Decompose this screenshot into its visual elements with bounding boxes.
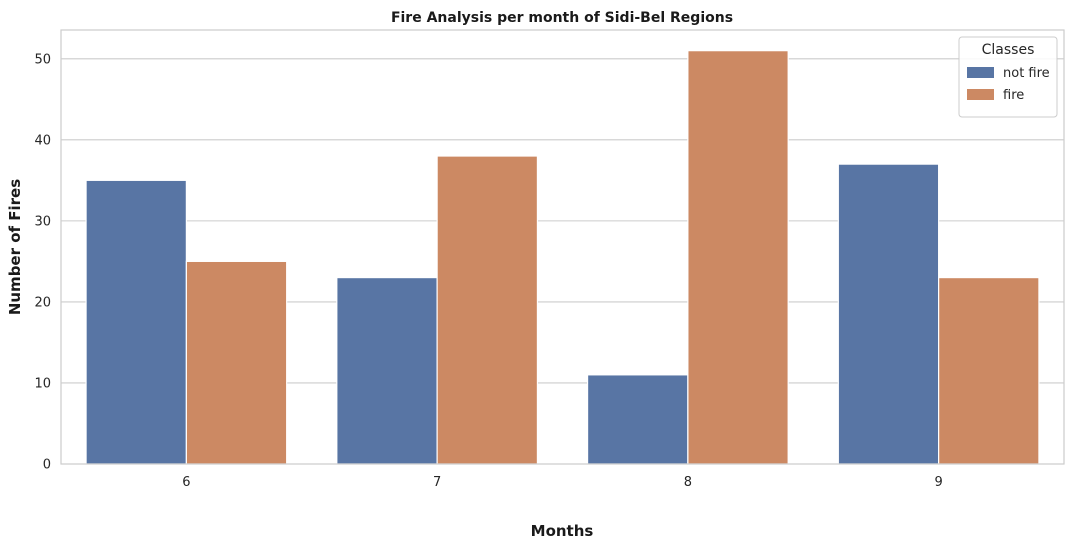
plot-frame	[60, 29, 1065, 465]
x-tick-label: 7	[433, 475, 441, 490]
y-axis-label: Number of Fires	[6, 179, 24, 315]
y-tick-label: 20	[34, 295, 51, 310]
y-tick-label: 10	[34, 376, 51, 391]
bar-fire-9	[938, 276, 1040, 465]
y-tick-label: 50	[34, 52, 51, 67]
x-tick-labels: 6 7 8 9	[182, 475, 943, 490]
bar-not-fire-9	[837, 163, 940, 465]
bar-not-fire-6	[85, 179, 187, 465]
legend-items: not fire fire	[967, 66, 1050, 103]
x-tick-label: 8	[684, 475, 692, 490]
legend: Classes not fire fire	[958, 36, 1058, 118]
bar-not-fire-8	[586, 374, 689, 465]
y-tick-label: 30	[34, 214, 51, 229]
x-axis-label: Months	[531, 522, 594, 540]
bars	[85, 50, 1040, 465]
legend-label: not fire	[1003, 66, 1050, 81]
bar-not-fire-7	[336, 276, 438, 465]
y-tick-labels: 0 10 20 30 40 50	[34, 52, 51, 472]
x-tick-label: 6	[182, 475, 190, 490]
legend-label: fire	[1003, 88, 1024, 103]
x-tick-label: 9	[934, 475, 942, 490]
y-tick-label: 40	[34, 133, 51, 148]
legend-swatch	[967, 67, 994, 78]
bar-fire-7	[436, 155, 539, 465]
legend-title: Classes	[982, 42, 1035, 58]
legend-swatch	[967, 89, 994, 100]
bar-fire-6	[185, 260, 288, 465]
chart-title: Fire Analysis per month of Sidi-Bel Regi…	[391, 10, 733, 26]
bar-fire-8	[687, 50, 789, 465]
y-tick-label: 0	[43, 458, 51, 473]
